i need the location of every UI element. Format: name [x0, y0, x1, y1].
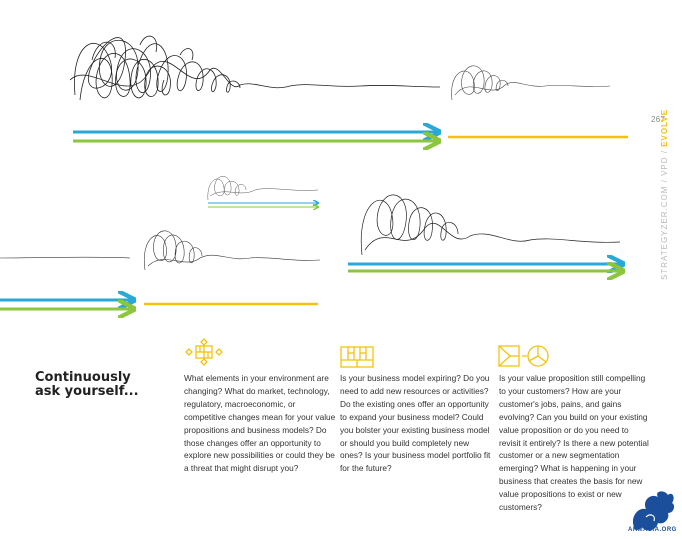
page-number: 267: [651, 115, 666, 124]
scribble-medium-left: [0, 230, 321, 271]
scribble-small-top-right: [451, 65, 611, 101]
scribble-large-middle: [360, 194, 621, 256]
question-column-environment: What elements in your environment are ch…: [184, 373, 336, 474]
environment-map-icon: [185, 338, 223, 366]
business-model-canvas-icon: [340, 346, 374, 368]
question-column-value-proposition: Is your value proposition still compelli…: [499, 373, 649, 513]
side-label: STRATEGYZER.COM / VPD / EVOLVE: [660, 109, 669, 280]
watermark-text: ARMASIA.ORG: [628, 527, 677, 533]
question-column-business-model: Is your business model expiring? Do you …: [340, 373, 491, 474]
side-label-section: EVOLVE: [660, 108, 669, 147]
griffin-watermark-icon: [632, 491, 675, 531]
scribble-large-top: [69, 35, 441, 101]
value-proposition-canvas-icon: [498, 345, 549, 367]
scribble-mini-middle: [207, 176, 319, 201]
side-label-path: STRATEGYZER.COM / VPD /: [660, 150, 669, 280]
section-heading: Continuously ask yourself...: [35, 370, 139, 399]
